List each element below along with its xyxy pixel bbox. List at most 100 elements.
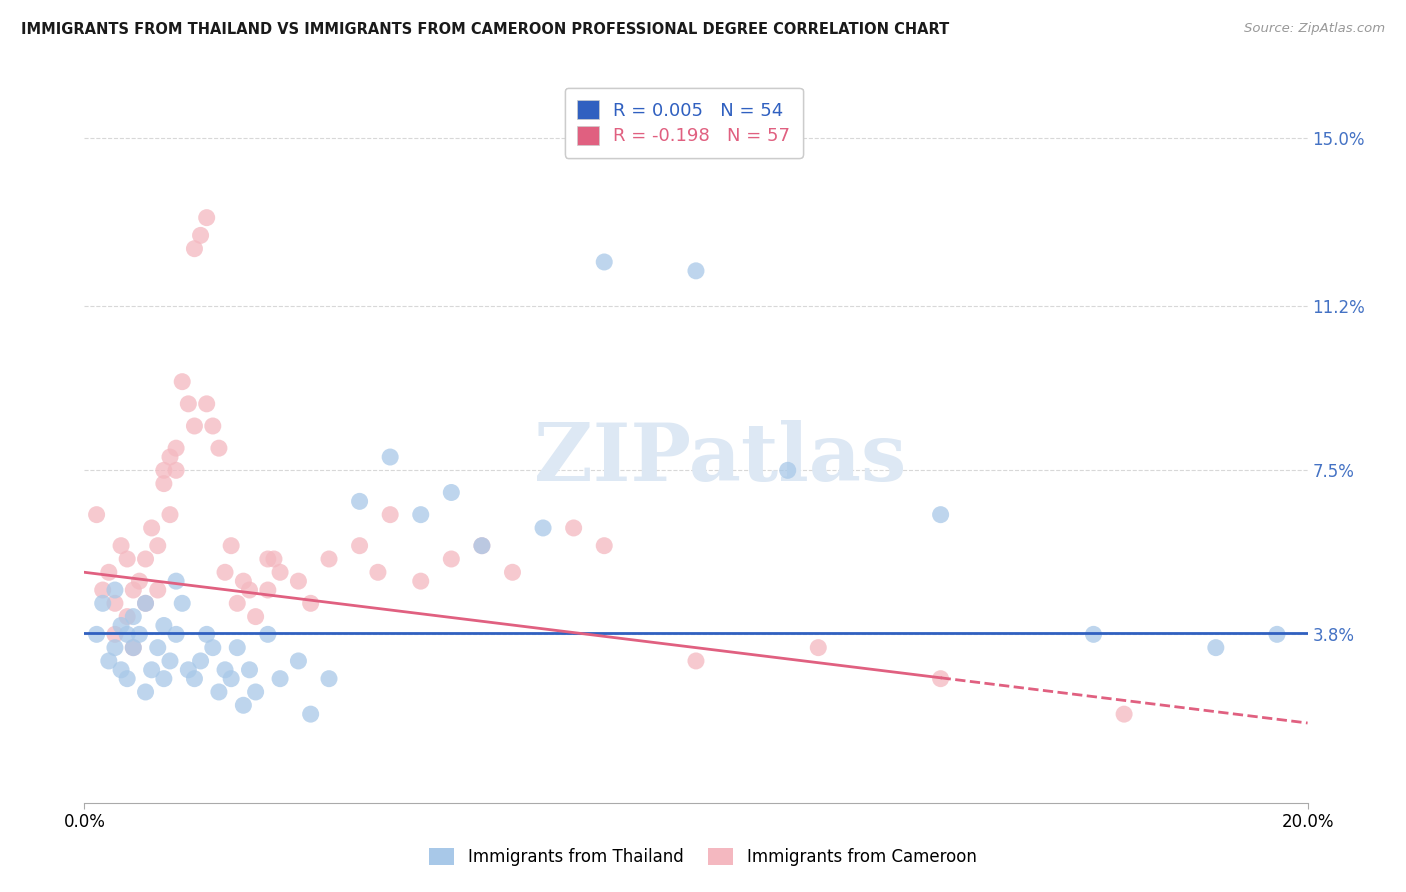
Point	[177, 397, 200, 411]
Point	[104, 596, 127, 610]
Point	[128, 574, 150, 589]
Point	[104, 627, 127, 641]
Point	[807, 640, 830, 655]
Point	[115, 552, 138, 566]
Point	[502, 566, 524, 580]
Legend: Immigrants from Thailand, Immigrants from Cameroon: Immigrants from Thailand, Immigrants fro…	[420, 840, 986, 875]
Legend: R = 0.005   N = 54, R = -0.198   N = 57: R = 0.005 N = 54, R = -0.198 N = 57	[565, 87, 803, 158]
Point	[135, 596, 157, 610]
Point	[122, 640, 145, 655]
Point	[232, 574, 254, 589]
Point	[929, 672, 952, 686]
Point	[195, 397, 218, 411]
Point	[183, 419, 205, 434]
Point	[104, 640, 127, 655]
Point	[122, 582, 145, 597]
Point	[257, 582, 280, 597]
Point	[409, 508, 432, 522]
Point	[287, 654, 309, 668]
Point	[367, 566, 389, 580]
Point	[238, 663, 260, 677]
Point	[1265, 627, 1288, 641]
Point	[104, 582, 127, 597]
Point	[190, 228, 212, 243]
Point	[128, 627, 150, 641]
Point	[146, 539, 169, 553]
Point	[97, 566, 120, 580]
Point	[153, 463, 176, 477]
Point	[562, 521, 585, 535]
Point	[269, 672, 291, 686]
Point	[349, 539, 371, 553]
Point	[257, 552, 280, 566]
Point	[165, 441, 187, 455]
Point	[471, 539, 494, 553]
Point	[165, 574, 187, 589]
Point	[153, 476, 176, 491]
Point	[159, 508, 181, 522]
Point	[153, 618, 176, 632]
Point	[177, 663, 200, 677]
Point	[146, 640, 169, 655]
Point	[183, 672, 205, 686]
Point	[195, 627, 218, 641]
Point	[146, 582, 169, 597]
Point	[115, 627, 138, 641]
Point	[245, 609, 267, 624]
Point	[172, 596, 194, 610]
Point	[159, 654, 181, 668]
Point	[91, 596, 114, 610]
Point	[1205, 640, 1227, 655]
Point	[776, 463, 799, 477]
Point	[409, 574, 432, 589]
Point	[593, 539, 616, 553]
Point	[299, 596, 322, 610]
Point	[115, 672, 138, 686]
Point	[86, 627, 108, 641]
Point	[165, 627, 187, 641]
Point	[685, 264, 707, 278]
Point	[349, 494, 371, 508]
Point	[135, 685, 157, 699]
Point	[226, 596, 249, 610]
Point	[141, 663, 163, 677]
Point	[183, 242, 205, 256]
Point	[318, 552, 340, 566]
Point	[201, 419, 224, 434]
Point	[593, 255, 616, 269]
Point	[165, 463, 187, 477]
Point	[685, 654, 707, 668]
Point	[929, 508, 952, 522]
Text: IMMIGRANTS FROM THAILAND VS IMMIGRANTS FROM CAMEROON PROFESSIONAL DEGREE CORRELA: IMMIGRANTS FROM THAILAND VS IMMIGRANTS F…	[21, 22, 949, 37]
Point	[115, 609, 138, 624]
Point	[141, 521, 163, 535]
Point	[226, 640, 249, 655]
Point	[208, 441, 231, 455]
Point	[440, 552, 463, 566]
Point	[214, 566, 236, 580]
Point	[97, 654, 120, 668]
Point	[153, 672, 176, 686]
Point	[287, 574, 309, 589]
Point	[257, 627, 280, 641]
Point	[531, 521, 554, 535]
Point	[219, 539, 242, 553]
Point	[299, 707, 322, 722]
Point	[110, 618, 132, 632]
Point	[201, 640, 224, 655]
Text: Source: ZipAtlas.com: Source: ZipAtlas.com	[1244, 22, 1385, 36]
Point	[232, 698, 254, 713]
Point	[195, 211, 218, 225]
Point	[190, 654, 212, 668]
Point	[318, 672, 340, 686]
Point	[380, 450, 402, 464]
Point	[208, 685, 231, 699]
Point	[122, 609, 145, 624]
Point	[471, 539, 494, 553]
Point	[135, 552, 157, 566]
Point	[440, 485, 463, 500]
Point	[1083, 627, 1105, 641]
Point	[380, 508, 402, 522]
Point	[172, 375, 194, 389]
Point	[219, 672, 242, 686]
